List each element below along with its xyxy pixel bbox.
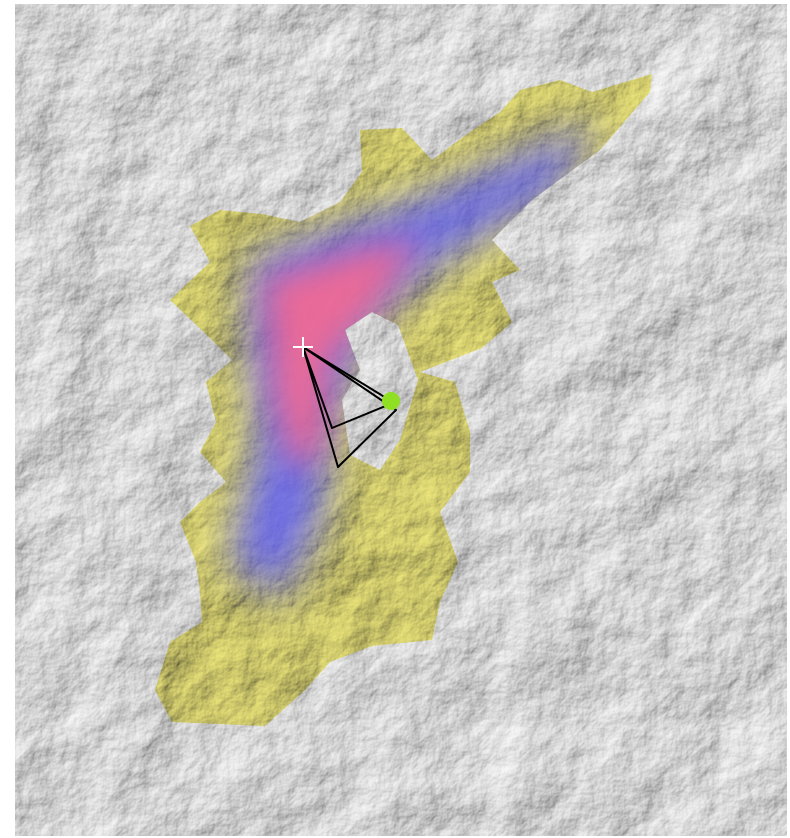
sight-line-outer	[302, 346, 397, 468]
sight-lines	[302, 346, 397, 468]
target-point	[382, 392, 400, 410]
core-zone	[265, 240, 420, 470]
observer-marker	[293, 337, 313, 357]
sight-line-direct	[302, 346, 392, 402]
near-zone	[230, 120, 600, 600]
sight-line-inner	[302, 346, 389, 429]
